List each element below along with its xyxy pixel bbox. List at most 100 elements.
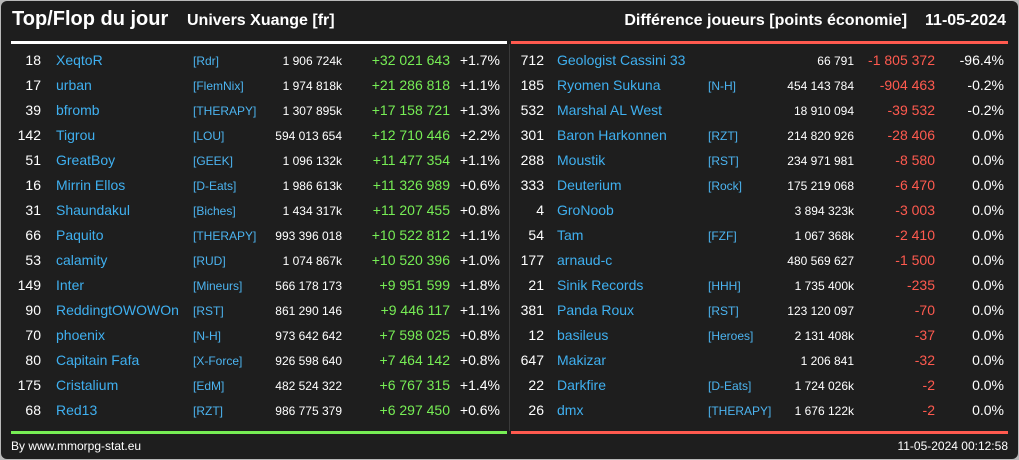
player-name-link[interactable]: Panda Roux [557, 302, 635, 318]
player-alliance-link[interactable]: [D-Eats] [193, 179, 237, 193]
player-alliance-link[interactable]: [Mineurs] [193, 279, 243, 293]
player-points: 986 775 379 [275, 404, 342, 418]
player-name-link[interactable]: Paquito [56, 227, 104, 243]
points-difference: -32 [914, 352, 935, 368]
player-rank: 18 [25, 52, 41, 68]
player-alliance-link[interactable]: [Heroes] [708, 329, 754, 343]
player-rank: 17 [25, 77, 41, 93]
player-rank: 80 [25, 352, 41, 368]
player-alliance-link[interactable]: [FZF] [708, 229, 737, 243]
page-title: Top/Flop du jour [12, 8, 169, 30]
player-alliance-link[interactable]: [RUD] [193, 254, 226, 268]
player-name-link[interactable]: Shaundakul [56, 202, 130, 218]
table-row: 51 GreatBoy [GEEK] 1 096 132k +11 477 354 +1.… [11, 149, 507, 174]
percent-change: +0.6% [459, 177, 500, 193]
player-name-link[interactable]: urban [56, 77, 92, 93]
table-row: 381 Panda Roux [RST] 123 120 097 -70 0.0% [511, 299, 1008, 324]
player-name-link[interactable]: Sinik Records [557, 277, 644, 293]
player-name-link[interactable]: Geologist Cassini 33 [557, 52, 686, 68]
player-name-link[interactable]: Red13 [56, 402, 98, 418]
player-name-link[interactable]: Darkfire [557, 377, 607, 393]
player-points: 123 120 097 [787, 304, 854, 318]
player-name-link[interactable]: bfromb [56, 102, 100, 118]
percent-change: +1.1% [459, 227, 500, 243]
table-row: 17 urban [FlemNix] 1 974 818k +21 286 818 +1.… [11, 74, 507, 99]
player-name-link[interactable]: Moustik [557, 152, 606, 168]
player-alliance-link[interactable]: [X-Force] [193, 354, 243, 368]
points-difference: +10 520 396 [371, 252, 450, 268]
table-row: 70 phoenix [N-H] 973 642 642 +7 598 025 +0.8% [11, 324, 507, 349]
player-name-link[interactable]: Makizar [557, 352, 607, 368]
percent-change: +1.7% [459, 52, 500, 68]
percent-change: +1.8% [459, 277, 500, 293]
table-row: 53 calamity [RUD] 1 074 867k +10 520 396 +1.0… [11, 249, 507, 274]
player-name-link[interactable]: basileus [557, 327, 609, 343]
player-alliance-link[interactable]: [THERAPY] [193, 104, 257, 118]
player-name-link[interactable]: Inter [56, 277, 85, 293]
player-rank: 333 [520, 177, 544, 193]
player-name-link[interactable]: calamity [56, 252, 108, 268]
player-alliance-link[interactable]: [RST] [193, 304, 224, 318]
player-rank: 68 [25, 402, 41, 418]
table-row: 333 Deuterium [Rock] 175 219 068 -6 470 0.0% [511, 174, 1008, 199]
player-name-link[interactable]: XeqtoR [56, 52, 103, 68]
player-alliance-link[interactable]: [HHH] [708, 279, 741, 293]
table-row: 712 Geologist Cassini 33 66 791 -1 805 372 -… [511, 49, 1008, 74]
player-name-link[interactable]: Mirrin Ellos [56, 177, 126, 193]
percent-change: 0.0% [972, 202, 1004, 218]
player-alliance-link[interactable]: [THERAPY] [708, 404, 772, 418]
player-alliance-link[interactable]: [RST] [708, 154, 739, 168]
top-panel-top-border [11, 41, 507, 44]
percent-change: +1.0% [459, 252, 500, 268]
player-name-link[interactable]: Ryomen Sukuna [557, 77, 661, 93]
player-rank: 16 [25, 177, 41, 193]
player-name-link[interactable]: GroNoob [557, 202, 614, 218]
table-row: 18 XeqtoR [Rdr] 1 906 724k +32 021 643 +1.7% [11, 49, 507, 74]
player-alliance-link[interactable]: [Rdr] [193, 54, 220, 68]
player-rank: 51 [25, 152, 41, 168]
player-alliance-link[interactable]: [Biches] [193, 204, 236, 218]
player-name-link[interactable]: Capitain Fafa [56, 352, 140, 368]
player-name-link[interactable]: Marshal AL West [557, 102, 663, 118]
player-alliance-link[interactable]: [EdM] [193, 379, 225, 393]
percent-change: 0.0% [972, 402, 1004, 418]
player-alliance-link[interactable]: [N-H] [708, 79, 736, 93]
player-alliance-link[interactable]: [THERAPY] [193, 229, 257, 243]
panel-divider [509, 44, 510, 431]
player-rank: 12 [528, 327, 544, 343]
player-name-link[interactable]: arnaud-c [557, 252, 613, 268]
player-name-link[interactable]: dmx [557, 402, 584, 418]
table-row: 149 Inter [Mineurs] 566 178 173 +9 951 599 +1… [11, 274, 507, 299]
player-name-link[interactable]: Deuterium [557, 177, 622, 193]
player-name-link[interactable]: ReddingtOWOWOn [56, 302, 179, 318]
player-name-link[interactable]: Baron Harkonnen [557, 127, 667, 143]
player-alliance-link[interactable]: [Rock] [708, 179, 743, 193]
player-name-link[interactable]: Cristalium [56, 377, 119, 393]
player-points: 1 074 867k [282, 254, 342, 268]
table-row: 26 dmx [THERAPY] 1 676 122k -2 0.0% [511, 399, 1008, 424]
player-rank: 31 [25, 202, 41, 218]
points-difference: +9 951 599 [379, 277, 450, 293]
player-name-link[interactable]: Tam [557, 227, 584, 243]
percent-change: +0.8% [459, 202, 500, 218]
player-alliance-link[interactable]: [RZT] [193, 404, 223, 418]
points-difference: -1 805 372 [868, 52, 935, 68]
player-alliance-link[interactable]: [N-H] [193, 329, 221, 343]
table-row: 288 Moustik [RST] 234 971 981 -8 580 0.0% [511, 149, 1008, 174]
player-points: 1 724 026k [794, 379, 854, 393]
player-points: 973 642 642 [275, 329, 342, 343]
player-alliance-link[interactable]: [RST] [708, 304, 739, 318]
percent-change: 0.0% [972, 302, 1004, 318]
player-alliance-link[interactable]: [GEEK] [193, 154, 234, 168]
percent-change: +2.2% [459, 127, 500, 143]
flop-panel-bottom-border [511, 431, 1008, 434]
points-difference: -28 406 [887, 127, 935, 143]
player-alliance-link[interactable]: [RZT] [708, 129, 738, 143]
player-name-link[interactable]: phoenix [56, 327, 106, 343]
player-alliance-link[interactable]: [D-Eats] [708, 379, 752, 393]
player-alliance-link[interactable]: [FlemNix] [193, 79, 244, 93]
table-row: 54 Tam [FZF] 1 067 368k -2 410 0.0% [511, 224, 1008, 249]
player-alliance-link[interactable]: [LOU] [193, 129, 225, 143]
player-name-link[interactable]: GreatBoy [56, 152, 116, 168]
player-name-link[interactable]: Tigrou [56, 127, 96, 143]
